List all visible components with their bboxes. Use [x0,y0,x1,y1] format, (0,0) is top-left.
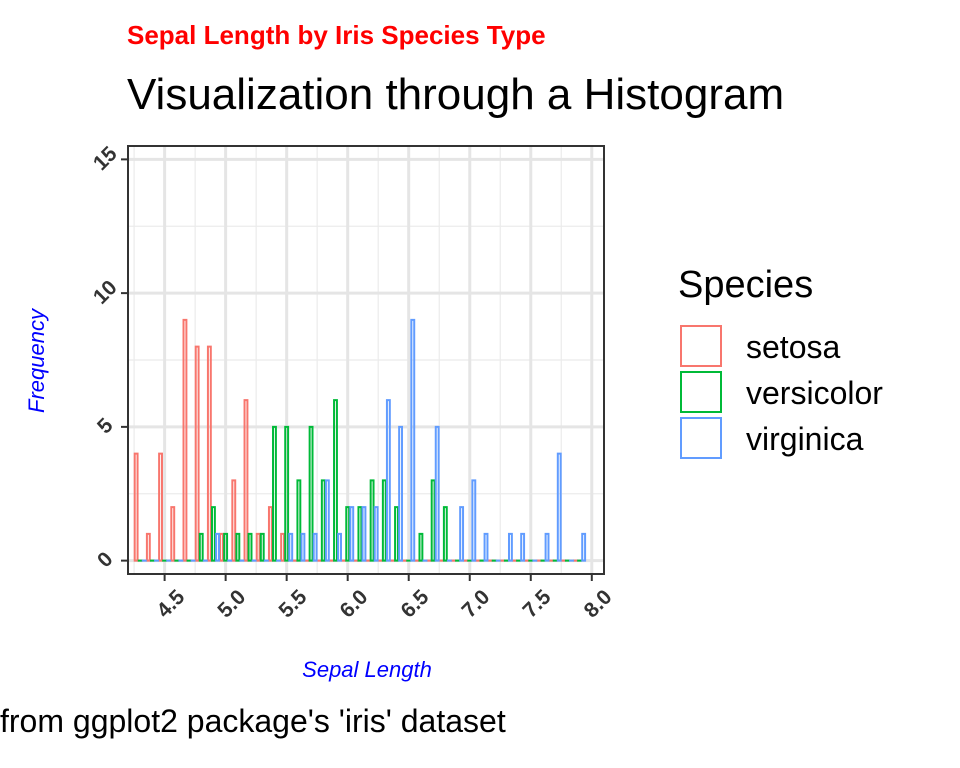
bar-versicolor [198,532,204,562]
bar-setosa [255,532,261,562]
bar-virginica [556,452,562,562]
x-tick-label: 6.5 [397,585,434,622]
bar-virginica [507,532,513,562]
legend-title: Species [678,264,813,306]
bar-versicolor [247,532,253,562]
bar-setosa [243,399,249,562]
x-tick-label: 7.5 [519,585,556,622]
bar-versicolor [320,479,326,562]
legend-key-versicolor [680,371,722,413]
bar-virginica [434,425,440,562]
legend-label-virginica: virginica [746,421,864,457]
bar-virginica [398,425,404,562]
bar-virginica [337,532,342,562]
bar-versicolor [284,425,290,562]
legend: Species setosa versicolor virginica [678,264,883,459]
chart-subtitle: Sepal Length by Iris Species Type [127,20,546,50]
bar-versicolor [345,506,351,562]
bar-virginica [300,532,306,562]
bar-virginica [471,479,477,562]
bar-versicolor [259,532,265,562]
bar-versicolor [357,506,363,562]
bar-versicolor [442,506,448,562]
legend-key-setosa [680,325,722,367]
bar-versicolor [369,479,375,562]
legend-key-virginica [680,417,722,459]
bar-setosa [145,532,151,562]
panel-border [127,145,605,575]
bar-versicolor [211,506,216,562]
bar-setosa [158,452,163,562]
bar-setosa [194,345,200,562]
bar-virginica [520,532,526,562]
bar-virginica [544,532,550,562]
bar-virginica [215,532,220,562]
bar-virginica [288,532,294,562]
bar-virginica [581,532,587,562]
bar-setosa [206,345,212,562]
x-tick-label: 8.0 [580,585,617,622]
bar-virginica [459,506,465,562]
bar-setosa [133,452,139,562]
legend-label-versicolor: versicolor [746,375,883,411]
histogram-bars [133,318,587,562]
bar-virginica [385,399,391,562]
bar-virginica [410,318,416,562]
bar-versicolor [223,532,229,562]
bar-virginica [349,506,355,562]
bar-versicolor [308,425,314,562]
y-tick-label: 15 [89,142,122,175]
x-tick-label: 7.0 [458,585,495,622]
bar-virginica [373,506,379,562]
y-tick-label: 5 [93,414,118,439]
x-axis-title: Sepal Length [302,657,432,682]
legend-label-setosa: setosa [746,329,840,365]
bar-versicolor [381,479,387,562]
bar-setosa [170,506,176,562]
y-axis-title: Frequency [24,307,49,413]
bar-setosa [280,532,286,562]
x-tick-label: 5.5 [274,585,311,622]
bar-setosa [219,532,225,562]
chart-title: Visualization through a Histogram [127,70,785,119]
bar-virginica [312,532,318,562]
bar-versicolor [394,506,399,562]
bar-virginica [483,532,489,562]
bar-versicolor [296,479,302,562]
bar-versicolor [272,425,277,562]
y-tick-label: 10 [89,276,122,309]
bar-virginica [361,506,367,562]
x-tick-label: 6.0 [336,585,373,622]
x-tick-label: 5.0 [213,585,250,622]
bar-setosa [267,506,273,562]
bar-versicolor [333,399,338,562]
bar-virginica [324,479,330,562]
y-tick-label: 0 [93,548,118,573]
bar-versicolor [235,532,241,562]
chart-caption: from ggplot2 package's 'iris' dataset [0,703,506,739]
bar-versicolor [418,532,424,562]
bar-setosa [182,318,188,562]
bar-versicolor [430,479,436,562]
bar-setosa [231,479,237,562]
x-tick-label: 4.5 [152,585,189,622]
